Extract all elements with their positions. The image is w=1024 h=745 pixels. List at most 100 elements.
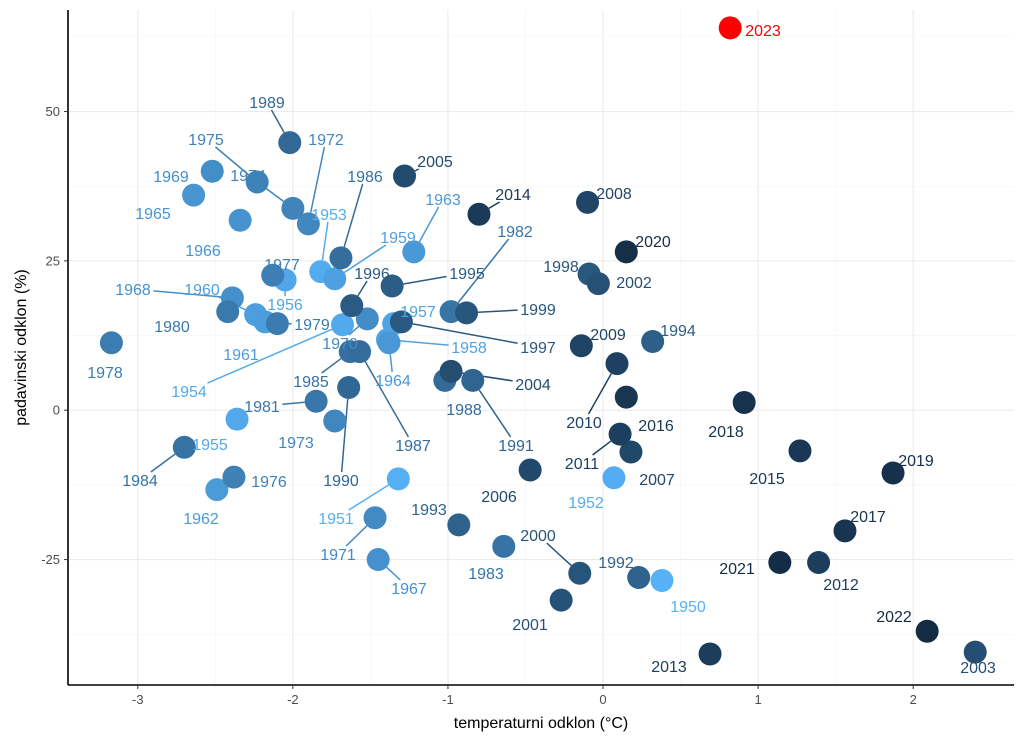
point-2016 bbox=[614, 385, 638, 409]
x-axis-title: temperaturni odklon (°C) bbox=[454, 715, 628, 732]
point-label-1989: 1989 bbox=[249, 95, 285, 112]
point-1951 bbox=[386, 467, 410, 491]
point-2020 bbox=[614, 240, 638, 264]
point-label-1975: 1975 bbox=[188, 132, 224, 149]
point-label-1993: 1993 bbox=[411, 502, 447, 519]
point-label-1955: 1955 bbox=[192, 437, 228, 454]
y-tick-label: 0 bbox=[53, 403, 60, 418]
point-1966 bbox=[228, 208, 252, 232]
point-label-1984: 1984 bbox=[122, 473, 158, 490]
leader-line-1968 bbox=[153, 290, 221, 298]
leader-line-2000 bbox=[546, 542, 572, 567]
leader-line-1951 bbox=[348, 484, 389, 511]
point-label-2006: 2006 bbox=[481, 489, 517, 506]
point-label-1992: 1992 bbox=[598, 555, 634, 572]
point-label-2015: 2015 bbox=[749, 471, 785, 488]
leader-line-1971 bbox=[345, 525, 368, 547]
point-label-1967: 1967 bbox=[391, 581, 427, 598]
point-1977 bbox=[261, 263, 285, 287]
point-label-1978: 1978 bbox=[87, 365, 123, 382]
x-tick-label: 2 bbox=[910, 692, 917, 707]
point-2009 bbox=[569, 334, 593, 358]
point-label-1972: 1972 bbox=[308, 132, 344, 149]
point-2007 bbox=[619, 440, 643, 464]
point-label-1970: 1970 bbox=[322, 336, 358, 353]
point-1992 bbox=[627, 565, 651, 589]
point-label-1958: 1958 bbox=[451, 340, 487, 357]
label-leader-lines bbox=[150, 109, 612, 581]
point-label-2019: 2019 bbox=[898, 453, 934, 470]
point-2002 bbox=[586, 272, 610, 296]
point-label-2016: 2016 bbox=[638, 418, 674, 435]
leader-line-1996 bbox=[357, 280, 368, 297]
point-label-2010: 2010 bbox=[566, 415, 602, 432]
leader-line-1981 bbox=[282, 401, 305, 405]
axes: -3 -2 -1 0 1 2 -25 0 25 50 bbox=[41, 10, 1014, 707]
leader-line-1964 bbox=[389, 354, 393, 373]
point-1965 bbox=[182, 183, 206, 207]
point-label-1974: 1974 bbox=[230, 168, 266, 185]
point-label-1976: 1976 bbox=[251, 474, 287, 491]
x-tick-label: 0 bbox=[599, 692, 606, 707]
point-label-1957: 1957 bbox=[400, 304, 436, 321]
point-2018 bbox=[732, 390, 756, 414]
point-label-2013: 2013 bbox=[651, 659, 687, 676]
point-2017 bbox=[833, 519, 857, 543]
point-label-1962: 1962 bbox=[183, 511, 219, 528]
point-label-1996: 1996 bbox=[354, 266, 390, 283]
point-2008 bbox=[576, 190, 600, 214]
leader-line-1982 bbox=[457, 238, 510, 304]
leader-line-1959 bbox=[343, 244, 387, 274]
point-label-1999: 1999 bbox=[520, 302, 556, 319]
point-label-1998: 1998 bbox=[543, 259, 579, 276]
point-1986 bbox=[329, 246, 353, 270]
point-1967 bbox=[366, 548, 390, 572]
point-2021 bbox=[768, 551, 792, 575]
point-label-2008: 2008 bbox=[596, 186, 632, 203]
point-1995 bbox=[380, 274, 404, 298]
point-label-1997: 1997 bbox=[520, 340, 556, 357]
leader-line-1953 bbox=[321, 221, 329, 261]
point-2004 bbox=[439, 359, 463, 383]
point-1952 bbox=[602, 466, 626, 490]
leader-line-1963 bbox=[418, 206, 440, 243]
point-label-1990: 1990 bbox=[323, 473, 359, 490]
point-label-1986: 1986 bbox=[347, 169, 383, 186]
point-label-1988: 1988 bbox=[446, 402, 482, 419]
point-label-2023: 2023 bbox=[745, 23, 781, 40]
point-label-1977: 1977 bbox=[264, 257, 300, 274]
leader-line-1984 bbox=[150, 453, 176, 473]
leader-line-2005 bbox=[414, 168, 420, 172]
point-2010 bbox=[605, 352, 629, 376]
x-tick-label: -3 bbox=[132, 692, 144, 707]
point-label-2011: 2011 bbox=[565, 456, 600, 473]
leader-line-1970 bbox=[348, 325, 360, 336]
point-2001 bbox=[549, 588, 573, 612]
point-1950 bbox=[650, 568, 674, 592]
point-2003 bbox=[963, 640, 987, 664]
point-label-2018: 2018 bbox=[708, 424, 744, 441]
point-label-1982: 1982 bbox=[497, 224, 533, 241]
leader-line-1987 bbox=[364, 361, 410, 438]
point-label-2014: 2014 bbox=[495, 187, 531, 204]
point-1996 bbox=[340, 294, 364, 318]
point-1972 bbox=[296, 212, 320, 236]
y-tick-label: 25 bbox=[46, 253, 60, 268]
point-label-2005: 2005 bbox=[417, 154, 453, 171]
point-1997 bbox=[389, 310, 413, 334]
leader-line-1967 bbox=[386, 566, 401, 581]
point-2005 bbox=[393, 164, 417, 188]
point-label-1964: 1964 bbox=[375, 373, 411, 390]
point-1974 bbox=[281, 196, 305, 220]
point-label-2009: 2009 bbox=[590, 327, 626, 344]
point-2006 bbox=[518, 458, 542, 482]
y-axis-title: padavinski odklon (%) bbox=[13, 269, 30, 426]
point-2012 bbox=[807, 551, 831, 575]
point-label-1980: 1980 bbox=[154, 319, 190, 336]
point-label-1985: 1985 bbox=[293, 374, 329, 391]
point-2019 bbox=[881, 461, 905, 485]
point-2015 bbox=[788, 439, 812, 463]
y-tick-label: -25 bbox=[41, 552, 60, 567]
leader-line-1975 bbox=[215, 146, 249, 176]
point-label-1979: 1979 bbox=[294, 317, 330, 334]
